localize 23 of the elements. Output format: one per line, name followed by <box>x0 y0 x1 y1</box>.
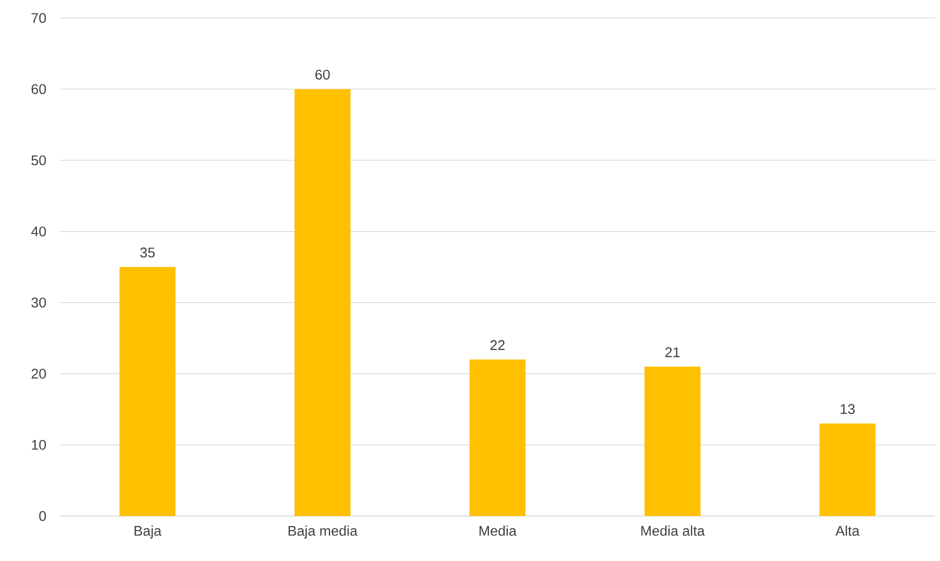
y-tick-label: 40 <box>31 226 46 236</box>
y-tick-label: 10 <box>32 440 46 450</box>
bar <box>644 366 701 516</box>
x-tick-label: Media <box>480 526 517 536</box>
data-label: 22 <box>490 340 505 350</box>
y-tick-label: 0 <box>39 511 46 521</box>
bar <box>294 89 351 516</box>
y-tick-label: 60 <box>32 84 46 94</box>
bar <box>470 359 526 516</box>
bar <box>120 266 176 516</box>
data-label: 21 <box>665 347 680 358</box>
x-tick-label: Baja media <box>288 526 358 539</box>
data-label: 35 <box>140 248 155 258</box>
y-tick-label: 50 <box>31 155 46 166</box>
x-tick-label: Alta <box>835 526 860 536</box>
x-tick-label: Baja <box>134 526 162 539</box>
data-label: 60 <box>315 70 330 80</box>
x-tick-label: Media alta <box>641 526 705 536</box>
y-tick-label: 20 <box>32 368 46 379</box>
bar <box>820 424 876 516</box>
y-tick-label: 30 <box>31 298 46 308</box>
y-tick-label: 70 <box>32 13 46 23</box>
data-label: 13 <box>840 404 855 414</box>
